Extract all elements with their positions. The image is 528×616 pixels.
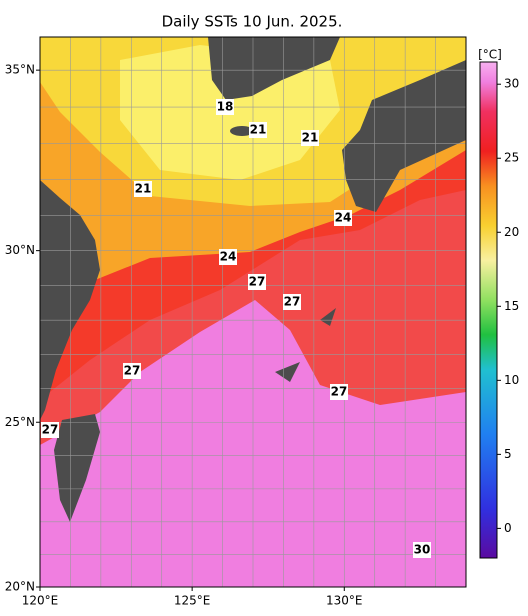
contour-label-box	[249, 122, 267, 138]
contour-label: 27	[249, 275, 266, 289]
contour-label-box	[219, 249, 237, 265]
lat-tick-label: 20°N	[5, 580, 35, 594]
contour-label: 30	[414, 543, 431, 557]
colorbar-tick-label: 10	[504, 373, 519, 387]
contour-label: 18	[217, 100, 234, 114]
colorbar-tick-label: 20	[504, 225, 519, 239]
contour-label-box	[334, 210, 352, 226]
graticule	[40, 37, 466, 587]
lat-tick-label: 35°N	[5, 63, 35, 77]
colorbar-unit: [°C]	[478, 48, 502, 62]
map-title: Daily SSTs 10 Jun. 2025.	[162, 13, 343, 31]
contour-label: 27	[284, 295, 301, 309]
contour-label: 27	[124, 364, 141, 378]
contour-label-box	[413, 542, 431, 558]
contour-label: 21	[302, 131, 319, 145]
colorbar-tick-label: 5	[504, 447, 512, 461]
colorbar-tick-label: 0	[504, 521, 512, 535]
lon-tick-label: 120°E	[22, 594, 59, 608]
lon-tick-label: 125°E	[174, 594, 211, 608]
contour-label: 21	[135, 182, 152, 196]
lat-tick-label: 25°N	[5, 415, 35, 429]
contour-label-box	[248, 274, 266, 290]
contour-label: 27	[42, 423, 59, 437]
contour-label-box	[283, 294, 301, 310]
contour-label-box	[216, 99, 234, 115]
colorbar-tick-label: 25	[504, 151, 519, 165]
contour-label: 27	[331, 385, 348, 399]
contour-label-box	[330, 384, 348, 400]
map-frame	[39, 36, 467, 588]
lon-tick-label: 130°E	[326, 594, 363, 608]
contour-label-box	[301, 130, 319, 146]
contour-label: 24	[220, 250, 237, 264]
colorbar	[479, 61, 498, 559]
contour-label: 21	[250, 123, 267, 137]
lat-tick-label: 30°N	[5, 243, 35, 257]
contour-label-box	[123, 363, 141, 379]
contour-label-box	[134, 181, 152, 197]
contour-label: 24	[335, 211, 352, 225]
colorbar-tick-label: 30	[504, 77, 519, 91]
contour-label-box	[41, 422, 59, 438]
colorbar-tick-label: 15	[504, 299, 519, 313]
